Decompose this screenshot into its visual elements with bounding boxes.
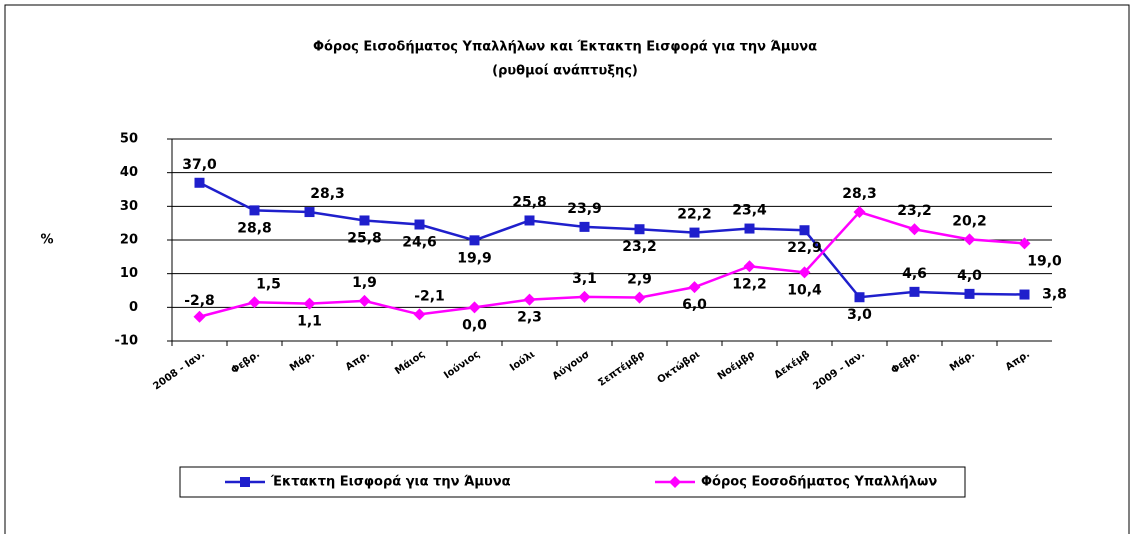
data-label: 25,8 [347, 230, 382, 246]
marker [303, 297, 316, 310]
data-label: 12,2 [732, 276, 767, 292]
data-label: 23,9 [567, 201, 602, 217]
marker [1018, 237, 1031, 250]
y-tick-label: 40 [120, 165, 138, 180]
marker [798, 266, 811, 279]
data-label: 23,2 [897, 203, 932, 219]
data-label: -2,1 [414, 288, 445, 304]
data-label: 6,0 [682, 297, 707, 313]
data-label: 1,9 [352, 275, 377, 291]
data-label: 22,2 [677, 207, 712, 223]
data-label: 20,2 [952, 213, 987, 229]
marker [1019, 289, 1030, 300]
chart-border [4, 4, 1130, 534]
data-label: 37,0 [182, 157, 217, 173]
marker [413, 308, 426, 321]
data-label: 23,2 [622, 239, 657, 255]
data-label: 24,6 [402, 235, 437, 251]
marker [194, 177, 205, 188]
marker [240, 477, 250, 487]
marker [908, 223, 921, 236]
marker [414, 219, 425, 230]
marker [249, 205, 260, 216]
marker [358, 294, 371, 307]
data-label: 19,0 [1027, 253, 1062, 269]
marker [799, 225, 810, 236]
y-tick-label: 10 [120, 266, 138, 281]
data-label: 22,9 [787, 240, 822, 256]
y-tick-label: 0 [129, 300, 138, 315]
marker [854, 292, 865, 303]
series-line [198, 181, 1025, 299]
marker [963, 233, 976, 246]
data-label: 19,9 [457, 250, 492, 266]
y-tick-label: 30 [120, 199, 138, 214]
marker [248, 296, 261, 309]
marker [744, 223, 755, 234]
marker [688, 281, 701, 294]
legend-label: Έκτακτη Εισφορά για την Άμυνα [270, 475, 511, 490]
data-label: 4,0 [957, 268, 982, 284]
marker [524, 215, 535, 226]
marker [469, 235, 480, 246]
marker [304, 207, 315, 218]
y-tick-label: -10 [115, 334, 139, 349]
marker [909, 286, 920, 297]
y-tick-label: 50 [120, 132, 138, 147]
y-axis-label: % [40, 233, 53, 248]
legend-label: Φόρος Εοσοδήματος Υπαλλήλων [701, 475, 937, 490]
data-label: 23,4 [732, 203, 767, 219]
chart-title: Φόρος Εισοδήματος Υπαλλήλων και Έκτακτη … [313, 40, 817, 55]
data-label: 3,0 [847, 307, 872, 323]
data-label: 10,4 [787, 282, 822, 298]
data-label: 4,6 [902, 266, 927, 282]
data-label: 1,1 [297, 314, 322, 330]
marker [634, 224, 645, 235]
data-label: -2,8 [184, 293, 215, 309]
marker [633, 291, 646, 304]
data-label: 0,0 [462, 317, 487, 333]
data-label: 3,1 [572, 271, 597, 287]
marker [579, 221, 590, 232]
data-label: 28,3 [842, 186, 877, 202]
marker [964, 288, 975, 299]
data-label: 2,3 [517, 310, 542, 326]
marker [359, 215, 370, 226]
marker [669, 476, 681, 488]
data-label: 28,3 [310, 186, 345, 202]
chart-subtitle: (ρυθμοί ανάπτυξης) [492, 64, 638, 79]
data-label: 28,8 [237, 220, 272, 236]
data-label: 1,5 [256, 276, 281, 292]
legend-box [179, 466, 966, 498]
marker [743, 260, 756, 273]
series-line [199, 210, 1025, 318]
y-tick-label: 20 [120, 233, 138, 248]
marker [468, 301, 481, 314]
data-label: 3,8 [1042, 287, 1067, 303]
marker [523, 293, 536, 306]
marker [853, 206, 866, 219]
data-label: 2,9 [627, 272, 652, 288]
marker [193, 310, 206, 323]
marker [689, 227, 700, 238]
data-label: 25,8 [512, 194, 547, 210]
marker [578, 290, 591, 303]
